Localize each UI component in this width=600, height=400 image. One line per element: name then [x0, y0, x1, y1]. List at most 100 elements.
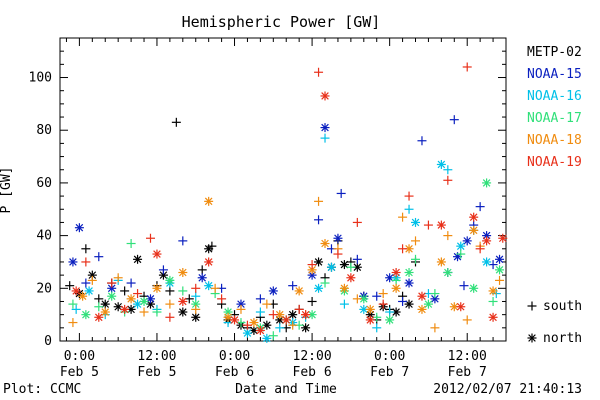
- south-data-point: [336, 188, 346, 198]
- south-data-point: [475, 202, 485, 212]
- north-data-point: [139, 296, 149, 306]
- north-data-point: [294, 286, 304, 296]
- south-data-point: [268, 331, 278, 341]
- south-data-point: [443, 165, 453, 175]
- footer-left: Plot: CCMC: [3, 382, 81, 397]
- south-data-point: [404, 204, 414, 214]
- south-data-point: [314, 67, 324, 77]
- south-data-point: [320, 278, 330, 288]
- south-data-point: [430, 323, 440, 333]
- north-data-point: [495, 265, 505, 275]
- south-data-point: [158, 265, 168, 275]
- north-data-point: [204, 281, 214, 291]
- north-data-point: [385, 315, 395, 325]
- north-data-point: [178, 296, 188, 306]
- south-data-point: [385, 307, 395, 317]
- north-data-point: [165, 275, 175, 285]
- south-data-point: [288, 281, 298, 291]
- south-data-point: [139, 307, 149, 317]
- x-tick-time-label: 0:00: [219, 349, 250, 364]
- south-data-point: [294, 304, 304, 314]
- south-data-point: [191, 283, 201, 293]
- north-marker-symbol: [527, 333, 537, 343]
- north-data-point: [126, 294, 136, 304]
- north-data-point: [249, 318, 259, 328]
- north-data-point: [152, 283, 162, 293]
- marker-legend-label: south: [543, 299, 582, 314]
- north-data-point: [488, 312, 498, 322]
- south-data-point: [87, 275, 97, 285]
- legend-entry: NOAA-19: [527, 155, 582, 170]
- south-data-point: [94, 302, 104, 312]
- north-data-point: [320, 239, 330, 249]
- south-data-point: [346, 262, 356, 272]
- south-data-point: [314, 196, 324, 206]
- y-tick-label: 20: [36, 281, 52, 296]
- south-data-point: [210, 283, 220, 293]
- north-data-point: [307, 265, 317, 275]
- south-data-point: [462, 62, 472, 72]
- x-tick-date-label: Feb 7: [448, 365, 487, 380]
- south-data-point: [456, 249, 466, 259]
- south-data-point: [65, 281, 75, 291]
- north-data-point: [326, 262, 336, 272]
- x-tick-time-label: 0:00: [64, 349, 95, 364]
- north-data-point: [498, 233, 508, 243]
- north-data-point: [120, 304, 130, 314]
- north-data-point: [320, 123, 330, 133]
- north-data-point: [197, 273, 207, 283]
- north-data-point: [100, 307, 110, 317]
- south-data-point: [339, 299, 349, 309]
- north-data-point: [391, 283, 401, 293]
- south-data-point: [372, 291, 382, 301]
- south-data-point: [459, 281, 469, 291]
- north-data-point: [482, 178, 492, 188]
- north-data-point: [430, 294, 440, 304]
- south-data-point: [488, 296, 498, 306]
- south-data-point: [391, 275, 401, 285]
- x-tick-time-label: 0:00: [374, 349, 405, 364]
- x-tick-time-label: 12:00: [448, 349, 487, 364]
- south-data-point: [411, 254, 421, 264]
- x-tick-date-label: Feb 6: [215, 365, 254, 380]
- south-data-point: [178, 236, 188, 246]
- south-data-point: [171, 117, 181, 127]
- south-data-point: [495, 275, 505, 285]
- north-data-point: [456, 302, 466, 312]
- south-data-point: [207, 241, 217, 251]
- north-data-point: [417, 304, 427, 314]
- legend-entry: NOAA-18: [527, 133, 582, 148]
- south-data-point: [191, 304, 201, 314]
- north-data-point: [333, 233, 343, 243]
- north-data-point: [230, 315, 240, 325]
- y-axis: 0 20 40 60 80 100: [29, 50, 506, 349]
- south-data-point: [68, 299, 78, 309]
- south-data-point: [113, 273, 123, 283]
- south-data-point: [217, 294, 227, 304]
- south-data-point: [372, 323, 382, 333]
- y-tick-label: 0: [44, 334, 52, 349]
- south-data-point: [255, 294, 265, 304]
- south-data-point: [333, 249, 343, 259]
- legend-entry: NOAA-17: [527, 111, 582, 126]
- south-data-point: [197, 265, 207, 275]
- south-data-point: [378, 289, 388, 299]
- south-data-point: [430, 289, 440, 299]
- north-data-point: [404, 267, 414, 277]
- south-data-point: [236, 304, 246, 314]
- north-data-point: [469, 225, 479, 235]
- north-data-point: [469, 283, 479, 293]
- south-data-point: [398, 296, 408, 306]
- south-data-point: [191, 291, 201, 301]
- y-tick-label: 60: [36, 176, 52, 191]
- north-data-point: [417, 291, 427, 301]
- north-data-point: [365, 315, 375, 325]
- north-data-point: [482, 236, 492, 246]
- x-tick-date-label: Feb 7: [370, 365, 409, 380]
- south-data-point: [133, 289, 143, 299]
- north-data-point: [178, 267, 188, 277]
- north-data-point: [314, 283, 324, 293]
- north-data-point: [100, 299, 110, 309]
